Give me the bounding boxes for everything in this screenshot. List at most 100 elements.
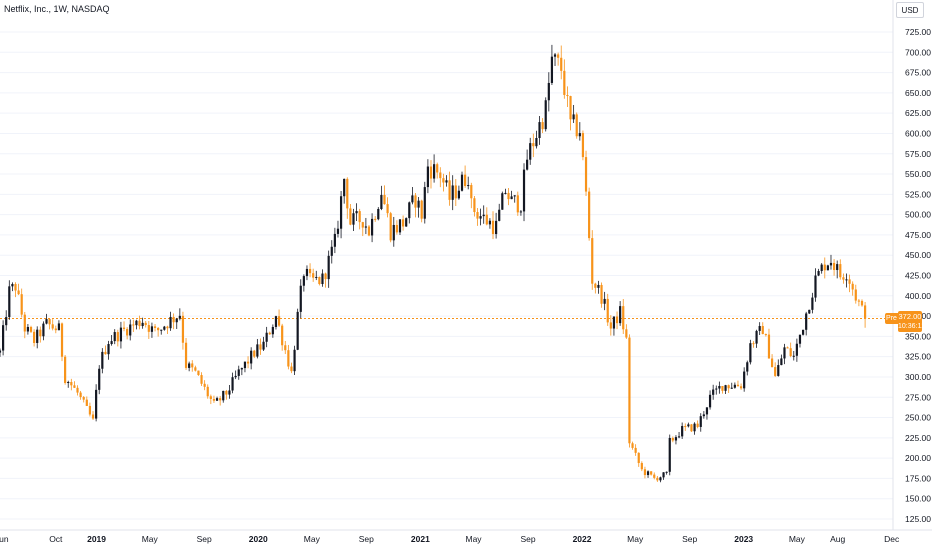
candle-body — [129, 324, 132, 336]
candle-body — [467, 185, 470, 187]
candle-body — [110, 341, 113, 345]
candle-body — [727, 385, 730, 389]
candle-body — [684, 426, 687, 428]
candle-body — [736, 384, 740, 387]
candle-body — [693, 423, 696, 432]
candle-body — [36, 329, 39, 343]
candle-body — [860, 300, 864, 306]
candle-body — [262, 341, 265, 350]
candle-body — [690, 424, 693, 432]
candle-body — [715, 388, 718, 390]
candle-body — [795, 343, 798, 356]
candle-body — [349, 208, 352, 225]
candle-body — [423, 187, 426, 219]
candle-body — [408, 202, 411, 219]
candle-body — [104, 351, 107, 355]
candle-body — [739, 386, 743, 389]
price-tick-label: 550.00 — [905, 169, 931, 179]
time-tick-label: 2023 — [734, 534, 753, 544]
candle-body — [439, 172, 442, 179]
candle-body — [73, 385, 76, 388]
candle-body — [464, 174, 467, 187]
candle-body — [175, 318, 178, 323]
candle-body — [653, 474, 656, 478]
candle-body — [336, 228, 340, 234]
candle-body — [23, 314, 26, 332]
candle-body — [619, 306, 622, 324]
candle-body — [126, 328, 129, 336]
time-tick-label: 2022 — [573, 534, 592, 544]
currency-button[interactable]: USD — [896, 2, 924, 18]
candle-body — [339, 196, 343, 229]
candle-body — [197, 370, 200, 376]
candle-body — [687, 424, 690, 427]
time-tick-label: Aug — [830, 534, 845, 544]
price-tick-label: 225.00 — [905, 433, 931, 443]
candle-body — [442, 178, 445, 183]
candle-body — [169, 316, 172, 329]
time-axis[interactable]: Jun Oct 2019 May Sep 2020 May Sep 2021 May Sep 2022… — [0, 534, 900, 544]
candle-body — [215, 398, 219, 401]
price-tick-label: 400.00 — [905, 291, 931, 301]
candle-body — [398, 219, 402, 233]
candle-body — [358, 211, 361, 223]
candle-body — [160, 329, 163, 331]
candle-body — [432, 164, 436, 179]
candle-body — [758, 326, 761, 331]
candle-body — [798, 334, 802, 344]
candle-body — [200, 375, 203, 384]
candle-body — [522, 169, 526, 212]
candle-body — [743, 371, 746, 389]
candle-body — [290, 366, 293, 372]
candle-body — [11, 284, 14, 287]
candle-body — [113, 332, 116, 342]
candle-body — [60, 323, 64, 357]
price-axis[interactable]: 125.00 150.00 175.00 200.00 225.00 250.00 275.… — [905, 27, 931, 524]
candle-body — [479, 216, 482, 219]
candle-body — [594, 283, 597, 288]
candle-body — [268, 332, 271, 335]
countdown-time: 10:36:12 — [898, 323, 926, 330]
candle-body — [606, 298, 609, 323]
candle-body — [370, 218, 374, 236]
candle-body — [615, 316, 619, 324]
candle-body — [64, 356, 67, 383]
price-tick-label: 575.00 — [905, 149, 931, 159]
candle-body — [26, 326, 30, 332]
candle-body — [749, 343, 752, 363]
price-tick-label: 600.00 — [905, 128, 931, 138]
candle-body — [135, 320, 138, 326]
candle-body — [20, 294, 23, 315]
candle-body — [553, 54, 557, 57]
candle-body — [277, 316, 281, 326]
candle-body — [219, 398, 222, 401]
candle-body — [8, 286, 11, 318]
candle-body — [501, 193, 504, 210]
candle-body — [557, 54, 560, 58]
candle-body — [541, 122, 544, 130]
candle-body — [575, 114, 578, 137]
candle-body — [780, 358, 783, 366]
candle-body — [287, 350, 290, 367]
candle-body — [820, 264, 823, 272]
time-tick-label: 2020 — [249, 534, 268, 544]
candle-body — [578, 133, 581, 137]
candle-body — [569, 96, 572, 120]
candle-body — [566, 94, 569, 97]
candle-body — [389, 213, 392, 241]
candle-body — [5, 317, 8, 326]
candle-body — [237, 369, 240, 376]
candle-body — [308, 268, 312, 274]
candle-body — [17, 290, 20, 295]
candle-body — [845, 279, 848, 281]
candle-body — [563, 70, 566, 95]
candle-body — [547, 82, 550, 101]
candle-body — [488, 220, 492, 225]
candle-body — [801, 329, 805, 335]
candle-body — [293, 349, 296, 372]
price-tick-label: 475.00 — [905, 230, 931, 240]
candle-body — [591, 238, 594, 284]
candle-body — [327, 255, 330, 280]
candle-body — [166, 326, 169, 329]
